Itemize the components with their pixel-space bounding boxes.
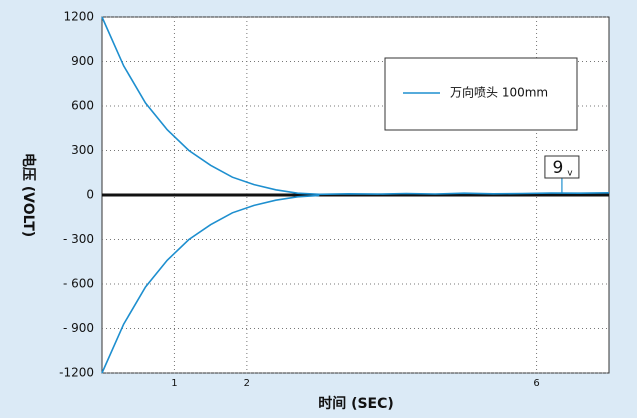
annotation-sub: v [567, 169, 573, 179]
y-tick-label: 1200 [63, 10, 94, 24]
y-tick-label: - 600 [63, 277, 94, 291]
y-tick-label: - 300 [63, 232, 94, 246]
x-axis-label: 时间 (SEC) [318, 395, 394, 412]
y-tick-label: - 900 [63, 321, 94, 335]
annotation-text: 9 [553, 158, 564, 178]
y-tick-label: -1200 [59, 366, 94, 380]
annotation-box [544, 155, 580, 179]
x-tick-label: 2 [244, 378, 250, 389]
x-tick-label: 1 [171, 378, 177, 389]
y-tick-label: 300 [71, 143, 94, 157]
legend-box [384, 57, 578, 131]
legend: 万向喷头 100mm [384, 57, 578, 131]
legend-label: 万向喷头 100mm [450, 85, 548, 100]
y-tick-label: 900 [71, 54, 94, 68]
y-tick-label: 600 [71, 99, 94, 113]
y-tick-label: 0 [86, 188, 94, 202]
y-axis-label: 电压 (VOLT) [20, 153, 37, 237]
series-line [101, 194, 320, 374]
x-tick-label: 6 [533, 378, 539, 389]
series-line [101, 16, 610, 196]
